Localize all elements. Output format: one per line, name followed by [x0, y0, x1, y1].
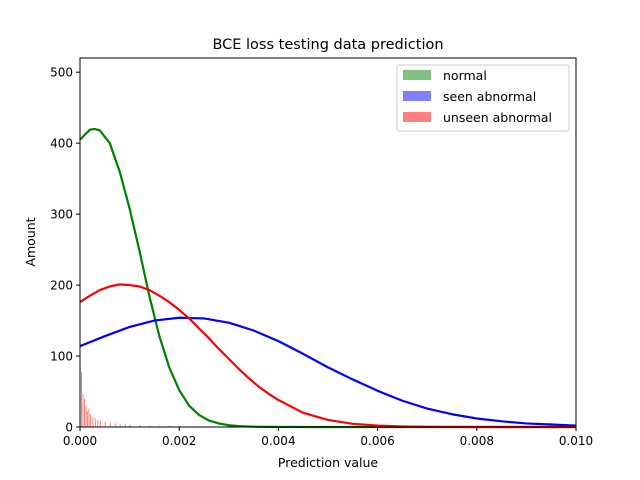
x-tick-label: 0.000 — [63, 434, 97, 448]
histogram-bar — [88, 408, 90, 427]
y-tick-label: 200 — [50, 279, 73, 293]
series-line-3 — [79, 283, 576, 429]
x-tick-label: 0.002 — [162, 434, 196, 448]
ticks: 0.000 0.002 0.004 0.006 0.008 0.010 0 100 200 300… — [50, 66, 593, 448]
series-line-1 — [79, 127, 576, 429]
y-tick-label: 100 — [50, 350, 73, 364]
series-lines — [79, 127, 577, 429]
histogram-bar — [80, 371, 82, 427]
legend: normal seen abnormal unseen abnormal — [396, 64, 570, 132]
histogram-bar — [149, 425, 151, 427]
y-tick-label: 0 — [65, 421, 73, 435]
axes — [79, 57, 577, 428]
histogram-bar — [159, 425, 161, 427]
histogram-bar — [109, 422, 111, 427]
histogram-bar — [114, 423, 116, 427]
chart-title: BCE loss testing data prediction — [212, 37, 443, 53]
histogram-bar — [94, 418, 96, 427]
histogram-bar — [119, 424, 121, 427]
histogram-bar — [82, 394, 84, 427]
histogram-bar — [92, 417, 94, 427]
plot-frame — [79, 57, 577, 428]
y-axis-label: Amount — [23, 217, 38, 266]
histogram-bar — [89, 414, 91, 427]
histogram-bar — [99, 420, 101, 427]
histogram-bar — [169, 425, 171, 427]
y-tick-label: 400 — [50, 137, 73, 151]
x-tick-label: 0.004 — [261, 434, 295, 448]
y-tick-label: 300 — [50, 208, 73, 222]
histogram-bar — [139, 424, 141, 427]
x-axis-label: Prediction value — [278, 455, 379, 470]
legend-swatch — [403, 91, 431, 101]
histogram-bar — [124, 424, 126, 427]
x-tick-label: 0.010 — [559, 434, 593, 448]
histogram-bar — [97, 419, 99, 427]
legend-swatch — [403, 70, 431, 80]
histogram-bar — [104, 422, 106, 427]
y-tick-label: 500 — [50, 66, 73, 80]
legend-label: unseen abnormal — [443, 110, 552, 125]
histogram-bars — [80, 371, 210, 427]
histogram-bar — [85, 405, 87, 427]
histogram-bar — [86, 411, 88, 427]
histogram-bar — [179, 425, 181, 427]
legend-label: seen abnormal — [443, 89, 536, 104]
histogram-bar — [129, 424, 131, 427]
histogram-bar — [83, 398, 85, 427]
legend-label: normal — [443, 68, 487, 83]
x-tick-label: 0.008 — [460, 434, 494, 448]
series-line-2 — [79, 316, 577, 427]
legend-box — [396, 64, 570, 132]
legend-swatch — [403, 112, 431, 122]
x-tick-label: 0.006 — [360, 434, 394, 448]
